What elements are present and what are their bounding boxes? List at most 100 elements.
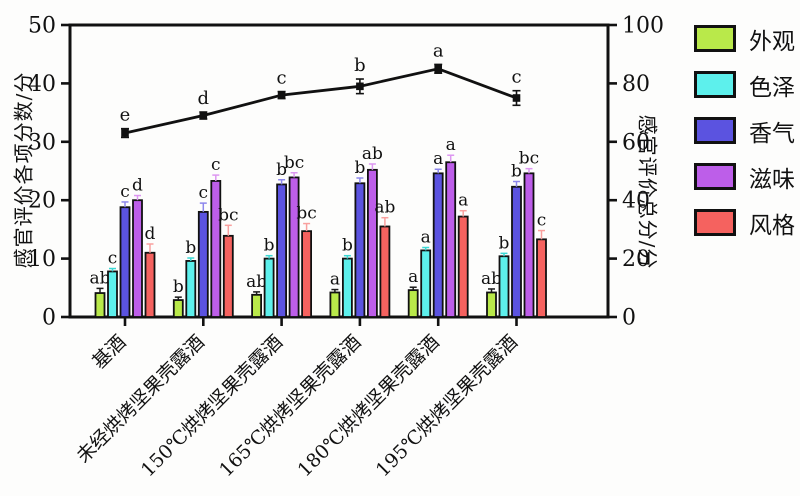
significance-letter: a	[421, 228, 431, 248]
bar-s1-g2	[263, 257, 275, 318]
bar-s1-g4	[420, 249, 432, 318]
bar-s3-g3	[366, 168, 378, 318]
line-significance-letter: b	[354, 55, 366, 76]
right-axis-tick-label: 80	[622, 72, 650, 97]
significance-letter: b	[342, 236, 353, 256]
significance-letter: c	[199, 183, 209, 203]
x-axis-category-label: 165℃烘烤坚果壳露酒	[215, 331, 365, 481]
right-axis-tick-label: 0	[622, 306, 636, 331]
bar-s4-g3	[379, 225, 391, 318]
right-axis-tick-label: 20	[622, 247, 650, 272]
significance-letter: a	[408, 267, 418, 287]
legend-item-taste: 滋味	[694, 163, 795, 193]
significance-letter: d	[145, 224, 156, 244]
left-axis-tick-label: 30	[28, 130, 56, 155]
right-axis-tick-label: 40	[622, 189, 650, 214]
bar-s2-g3	[354, 182, 366, 318]
bar-s4-g4	[457, 215, 469, 318]
legend-item-style: 风格	[694, 209, 795, 239]
left-axis-tick-label: 40	[28, 72, 56, 97]
significance-letter: b	[499, 233, 510, 253]
significance-letter: c	[211, 155, 221, 175]
significance-letter: b	[173, 277, 184, 297]
line-significance-letter: c	[277, 68, 287, 89]
bar-s0-g1	[172, 299, 184, 318]
bar-s0-g5	[486, 291, 497, 318]
bar-s2-g0	[119, 206, 131, 318]
x-axis-category-label: 基酒	[88, 331, 130, 373]
bar-s2-g1	[197, 210, 209, 318]
significance-letter: ab	[362, 144, 383, 164]
left-axis-tick-label: 0	[42, 306, 56, 331]
bar-s0-g3	[329, 291, 341, 318]
legend-label-style: 风格	[749, 212, 795, 239]
right-axis-title: 感官评价总分/分	[635, 114, 660, 270]
bar-s1-g1	[185, 260, 197, 318]
significance-letter: b	[264, 236, 275, 256]
bar-s3-g1	[210, 180, 222, 318]
legend: 外观 色泽 香气 滋味 风格	[694, 25, 795, 256]
legend-label-color: 色泽	[749, 74, 795, 101]
x-axis-category-label: 180℃烘烤坚果壳露酒	[293, 331, 443, 481]
significance-letter: b	[276, 160, 287, 180]
line-significance-letter: e	[120, 105, 131, 126]
significance-letter: b	[511, 162, 522, 182]
legend-label-taste: 滋味	[749, 166, 795, 193]
line-significance-letter: c	[511, 67, 521, 88]
legend-label-appearance: 外观	[749, 28, 795, 55]
significance-letter: ab	[246, 272, 267, 292]
x-axis-category-label: 未经烘烤坚果壳露酒	[72, 331, 208, 467]
bar-s1-g3	[341, 257, 353, 318]
significance-letter: bc	[218, 205, 238, 225]
legend-swatch-taste	[694, 163, 736, 190]
line-marker	[356, 82, 364, 91]
line-significance-letter: d	[198, 88, 210, 109]
significance-letter: d	[132, 176, 143, 196]
bar-s0-g0	[94, 292, 106, 318]
bar-s1-g0	[107, 270, 118, 318]
line-significance-letter: a	[433, 40, 444, 61]
left-axis-tick-label: 20	[28, 189, 56, 214]
total-score-line	[124, 67, 517, 135]
legend-swatch-appearance	[694, 25, 736, 52]
bar-s4-g1	[222, 234, 234, 318]
bar-s2-g5	[511, 185, 522, 318]
bar-s2-g4	[432, 172, 444, 318]
left-axis-tick-label: 50	[28, 14, 56, 39]
significance-letter: bc	[519, 149, 539, 169]
legend-item-aroma: 香气	[694, 117, 795, 147]
bar-s3-g2	[288, 176, 300, 318]
significance-letter: a	[458, 191, 468, 211]
line-marker	[199, 111, 208, 120]
legend-item-appearance: 外观	[694, 25, 795, 55]
bar-s1-g5	[498, 255, 510, 318]
significance-letter: ab	[89, 268, 110, 288]
significance-letter: bc	[296, 204, 316, 224]
right-axis-tick-label: 60	[622, 130, 650, 155]
bar-s3-g4	[445, 161, 457, 318]
legend-swatch-style	[694, 209, 736, 236]
line-marker	[121, 129, 129, 137]
right-axis-tick-label: 100	[622, 14, 664, 39]
significance-letter: ab	[374, 198, 395, 218]
significance-letter: a	[433, 149, 443, 169]
legend-item-color: 色泽	[694, 71, 795, 101]
significance-letter: bc	[284, 153, 304, 173]
significance-letter: c	[120, 182, 130, 202]
bar-s3-g0	[132, 199, 143, 318]
legend-label-aroma: 香气	[749, 120, 795, 147]
x-axis-category-label: 195℃烘烤坚果壳露酒	[372, 331, 522, 481]
significance-letter: c	[537, 211, 547, 231]
bar-s3-g5	[523, 172, 535, 318]
left-axis-tick-label: 10	[28, 247, 56, 272]
x-axis-category-label: 150℃烘烤坚果壳露酒	[137, 331, 287, 481]
line-marker	[512, 94, 521, 102]
significance-letter: b	[354, 158, 365, 178]
significance-letter: c	[108, 249, 118, 269]
bar-s0-g4	[407, 289, 419, 318]
bar-s4-g2	[301, 230, 313, 318]
bar-s4-g5	[536, 238, 547, 318]
legend-swatch-aroma	[694, 117, 736, 144]
